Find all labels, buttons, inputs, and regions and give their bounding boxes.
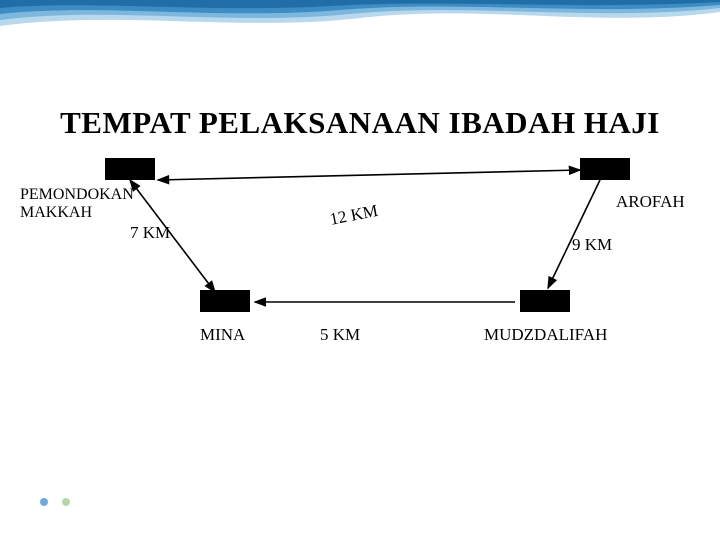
node-arofah [580,158,630,180]
node-makkah [105,158,155,180]
dist-9km: 9 KM [572,235,612,255]
node-mudzdalifah [520,290,570,312]
label-mina: MINA [200,325,245,345]
dist-12km: 12 KM [328,201,380,230]
label-mudzdalifah: MUDZDALIFAH [484,325,607,345]
label-makkah: PEMONDOKAN MAKKAH [20,186,134,222]
arrows-layer [0,0,720,540]
label-arofah: AROFAH [616,192,685,212]
arrow-makkah-arofah [158,170,580,180]
bullet-green [62,498,70,506]
label-makkah-line1: PEMONDOKAN MAKKAH [20,186,134,221]
arrow-arofah-mudz [548,180,600,288]
page-title: TEMPAT PELAKSANAAN IBADAH HAJI [0,105,720,141]
dist-5km: 5 KM [320,325,360,345]
bullet-blue [40,498,48,506]
wave-header [0,0,720,70]
node-mina [200,290,250,312]
dist-7km: 7 KM [130,223,170,243]
